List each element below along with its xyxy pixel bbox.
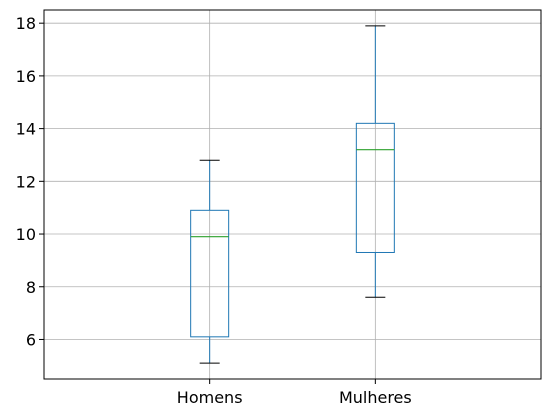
box-layer bbox=[190, 25, 395, 364]
box-group bbox=[190, 159, 230, 364]
y-tick-label: 10 bbox=[16, 225, 36, 244]
plot-frame bbox=[43, 9, 542, 380]
y-tick-label: 12 bbox=[16, 172, 36, 191]
box-iqr bbox=[355, 122, 395, 253]
y-tick-label: 6 bbox=[26, 330, 36, 349]
y-tick-label: 8 bbox=[26, 278, 36, 297]
y-tick-label: 18 bbox=[16, 14, 36, 33]
box-iqr bbox=[190, 209, 230, 338]
grid-layer bbox=[44, 10, 541, 379]
y-tick-label: 14 bbox=[16, 120, 36, 139]
box-group bbox=[355, 25, 395, 298]
x-tick-label: Homens bbox=[177, 388, 243, 407]
tick-layer: 6 8 10 12 14 16 18 Homens Mulheres bbox=[16, 14, 412, 407]
x-tick-label: Mulheres bbox=[339, 388, 412, 407]
y-tick-label: 16 bbox=[16, 67, 36, 86]
